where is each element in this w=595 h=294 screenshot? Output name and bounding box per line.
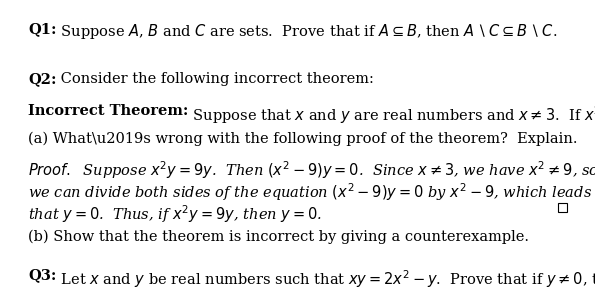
Text: Suppose that $x$ and $y$ are real numbers and $x\neq 3$.  If $x^2y = 9y$, then $: Suppose that $x$ and $y$ are real number…	[189, 104, 595, 126]
Text: that $y=0$.  Thus, if $x^2y = 9y$, then $y=0$.: that $y=0$. Thus, if $x^2y = 9y$, then $…	[28, 203, 322, 225]
Bar	[558, 203, 567, 212]
Text: we can divide both sides of the equation $(x^2-9)y = 0$ by $x^2-9$, which leads : we can divide both sides of the equation…	[28, 181, 595, 203]
Text: Q2:: Q2:	[28, 72, 57, 86]
Text: (b) Show that the theorem is incorrect by giving a counterexample.: (b) Show that the theorem is incorrect b…	[28, 230, 529, 244]
Text: Suppose $A$, $B$ and $C$ are sets.  Prove that if $A \subseteq B$, then $A\setmi: Suppose $A$, $B$ and $C$ are sets. Prove…	[57, 22, 558, 41]
Text: Let $x$ and $y$ be real numbers such that $xy = 2x^2 - y$.  Prove that if $y\neq: Let $x$ and $y$ be real numbers such tha…	[57, 268, 595, 290]
Text: $\mathit{Proof.}$  Suppose $x^2y = 9y$.  Then $(x^2-9)y = 0$.  Since $x\neq 3$, : $\mathit{Proof.}$ Suppose $x^2y = 9y$. T…	[28, 159, 595, 181]
Text: Q1:: Q1:	[28, 22, 57, 36]
Text: Consider the following incorrect theorem:: Consider the following incorrect theorem…	[57, 72, 374, 86]
Text: (a) What\u2019s wrong with the following proof of the theorem?  Explain.: (a) What\u2019s wrong with the following…	[28, 132, 578, 146]
Text: Incorrect Theorem:: Incorrect Theorem:	[28, 104, 189, 118]
Text: Q3:: Q3:	[28, 268, 57, 282]
